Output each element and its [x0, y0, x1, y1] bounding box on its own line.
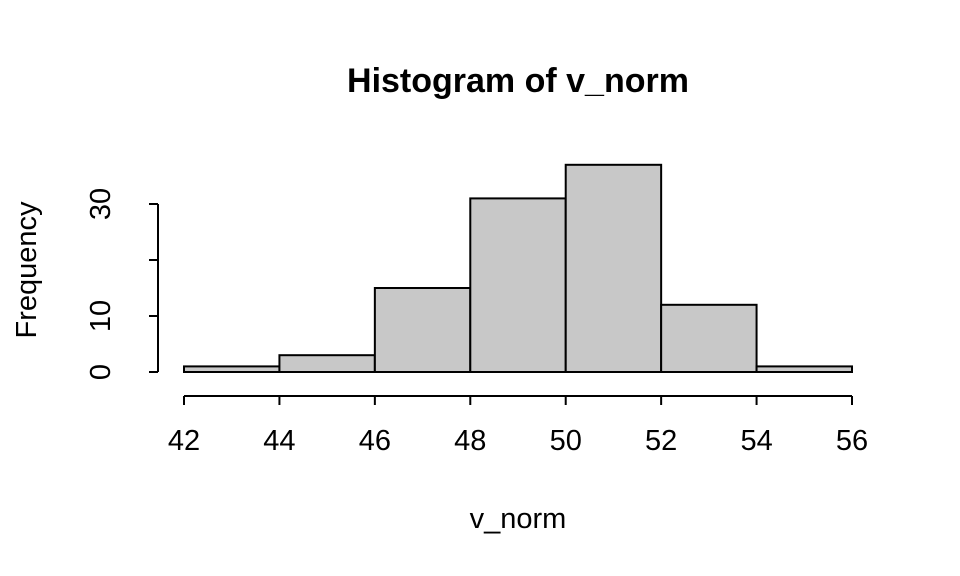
y-axis: 0 10 30	[85, 188, 159, 380]
histogram-bar-52-54	[660, 303, 758, 373]
x-tick-label: 56	[836, 425, 868, 457]
x-tick-label: 46	[359, 425, 391, 457]
y-tick-label: 0	[85, 364, 117, 380]
x-tick-label: 52	[645, 425, 677, 457]
y-tick-label: 30	[85, 188, 117, 220]
x-tick-label: 50	[550, 425, 582, 457]
histogram-bar-50-52	[564, 163, 663, 373]
x-tick-label: 44	[263, 425, 295, 457]
chart-title: Histogram of v_norm	[347, 62, 689, 100]
histogram-bar-54-56	[755, 365, 853, 373]
histogram-bar-46-48	[373, 287, 472, 373]
x-tick-label: 48	[454, 425, 486, 457]
x-axis: 42 44 46 48 50 52 54 56	[168, 395, 868, 457]
y-axis-title: Frequency	[11, 201, 43, 339]
bars-group	[183, 163, 853, 374]
histogram-bar-42-44	[183, 365, 281, 373]
histogram-bar-44-46	[278, 354, 376, 374]
y-tick-label: 10	[85, 300, 117, 332]
x-tick-label: 54	[740, 425, 772, 457]
histogram-bar-48-50	[469, 197, 567, 373]
x-axis-title: v_norm	[470, 503, 567, 535]
x-tick-label: 42	[168, 425, 200, 457]
